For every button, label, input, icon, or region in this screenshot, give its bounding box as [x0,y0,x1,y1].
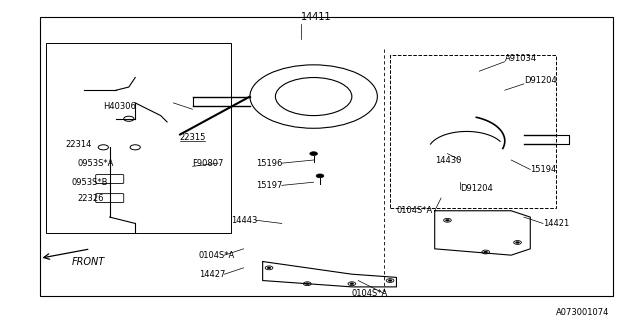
Circle shape [310,152,317,156]
Text: 22326: 22326 [78,194,104,203]
Text: 0953S*A: 0953S*A [78,159,114,168]
Circle shape [350,283,354,285]
Text: 15197: 15197 [256,181,283,190]
Bar [46,43,231,233]
Text: 0104S*A: 0104S*A [352,289,388,298]
Text: FRONT: FRONT [72,257,105,267]
Text: 14427: 14427 [199,270,225,279]
Text: 0953S*B: 0953S*B [72,178,108,187]
Text: 15194: 15194 [531,165,557,174]
Text: 22314: 22314 [65,140,92,148]
Text: 14443: 14443 [231,216,257,225]
Bar [390,55,556,208]
Circle shape [388,280,392,282]
Text: A073001074: A073001074 [556,308,609,317]
Text: D91204: D91204 [460,184,493,193]
Circle shape [445,219,449,221]
Circle shape [316,174,324,178]
Text: 15196: 15196 [256,159,283,168]
Circle shape [516,242,520,244]
Text: 0104S*A: 0104S*A [199,251,235,260]
Text: F90807: F90807 [193,159,224,168]
Text: 22315: 22315 [180,133,206,142]
Text: 14421: 14421 [543,219,569,228]
Text: D91204: D91204 [524,76,557,85]
Text: 0104S*A: 0104S*A [396,206,433,215]
Bar [40,17,613,296]
Text: 14411: 14411 [301,12,332,22]
Text: H40306: H40306 [103,101,136,111]
Text: A91034: A91034 [505,54,537,63]
Text: 14430: 14430 [435,156,461,164]
Circle shape [305,283,309,285]
Circle shape [484,251,488,253]
Circle shape [267,267,271,269]
